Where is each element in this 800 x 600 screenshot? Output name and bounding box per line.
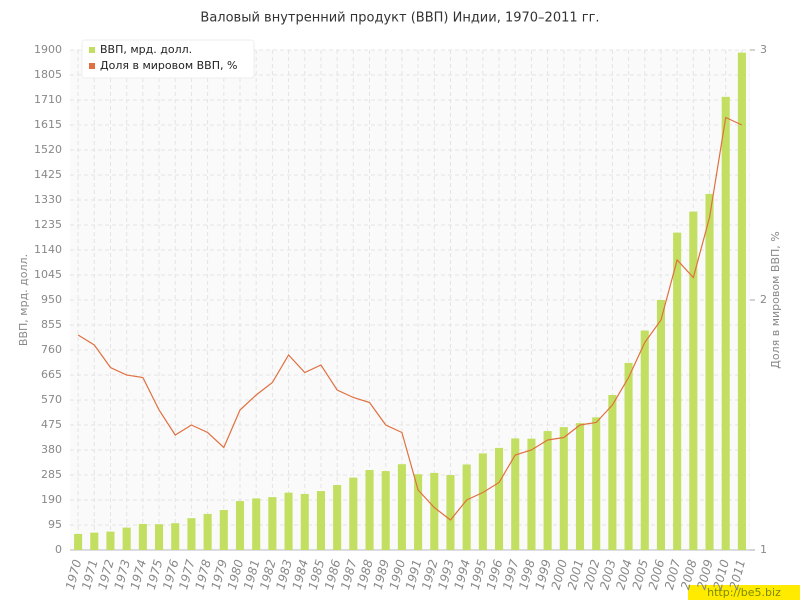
bar	[527, 438, 536, 550]
bar	[689, 211, 698, 550]
y2-tick-label: 1	[760, 543, 767, 556]
bar	[592, 417, 601, 550]
bar	[349, 477, 358, 550]
bar	[138, 523, 147, 550]
y-tick-label: 1045	[34, 268, 62, 281]
bar	[495, 447, 504, 550]
y-tick-label: 190	[41, 493, 62, 506]
y-tick-label: 570	[41, 393, 62, 406]
y-tick-label: 1235	[34, 218, 62, 231]
bar	[397, 464, 406, 550]
bar	[543, 431, 552, 550]
y-tick-label: 1615	[34, 118, 62, 131]
legend: ВВП, мрд. долл. Доля в мировом ВВП, %	[81, 39, 255, 79]
watermark-bg	[688, 585, 800, 600]
y-tick-label: 285	[41, 468, 62, 481]
bar	[235, 501, 245, 550]
y2-axis-label: Доля в мировом ВВП, %	[769, 231, 782, 368]
y-tick-label: 1710	[34, 93, 62, 106]
y2-tick-label: 3	[760, 43, 767, 56]
legend-label: ВВП, мрд. долл.	[100, 43, 192, 56]
y-tick-label: 95	[48, 518, 62, 531]
bar	[608, 395, 617, 550]
y-tick-label: 1900	[34, 43, 62, 56]
bar	[721, 96, 730, 550]
bar	[640, 330, 649, 550]
bar	[203, 513, 212, 550]
bar	[673, 232, 682, 550]
bar	[122, 527, 131, 550]
bar	[737, 52, 746, 550]
legend-swatch	[89, 63, 95, 69]
bar	[155, 524, 164, 550]
bar	[624, 362, 633, 550]
bar	[656, 300, 665, 550]
y-tick-label: 950	[41, 293, 62, 306]
y-tick-label: 1805	[34, 68, 62, 81]
y-axis-label: ВВП, мрд. долл.	[17, 254, 30, 346]
y-tick-label: 380	[41, 443, 62, 456]
bar	[462, 464, 471, 550]
bar	[284, 492, 293, 550]
bar	[559, 427, 568, 550]
bar	[430, 472, 439, 550]
bar	[171, 523, 180, 550]
bar	[446, 475, 455, 550]
y-tick-label: 1520	[34, 143, 62, 156]
y-tick-label: 1140	[34, 243, 62, 256]
y-tick-label: 855	[41, 318, 62, 331]
legend-swatch	[89, 47, 95, 53]
line	[77, 116, 743, 521]
chart-title: Валовый внутренний продукт (ВВП) Индии, …	[200, 11, 599, 26]
bar	[252, 498, 261, 550]
y-tick-label: 0	[55, 543, 62, 556]
bar	[316, 491, 325, 550]
watermark: http://be5.biz	[707, 586, 781, 599]
y-tick-label: 760	[41, 343, 62, 356]
bar	[381, 471, 390, 550]
bar	[511, 438, 520, 550]
bar	[414, 474, 423, 550]
bar	[74, 533, 83, 550]
bar	[90, 532, 99, 550]
legend-label: Доля в мировом ВВП, %	[100, 59, 237, 72]
bar	[187, 518, 196, 550]
y2-tick-label: 2	[760, 293, 767, 306]
legend-box	[81, 39, 255, 79]
bar	[575, 423, 585, 550]
bar	[106, 531, 115, 550]
bar	[300, 493, 309, 550]
y-tick-label: 1425	[34, 168, 62, 181]
bar	[333, 485, 342, 550]
y-tick-label: 665	[41, 368, 62, 381]
bar	[478, 453, 487, 550]
bar	[705, 193, 714, 550]
y-tick-label: 1330	[34, 193, 62, 206]
y-tick-label: 475	[41, 418, 62, 431]
bar	[268, 497, 277, 550]
bar	[219, 510, 228, 550]
bar	[365, 470, 374, 550]
